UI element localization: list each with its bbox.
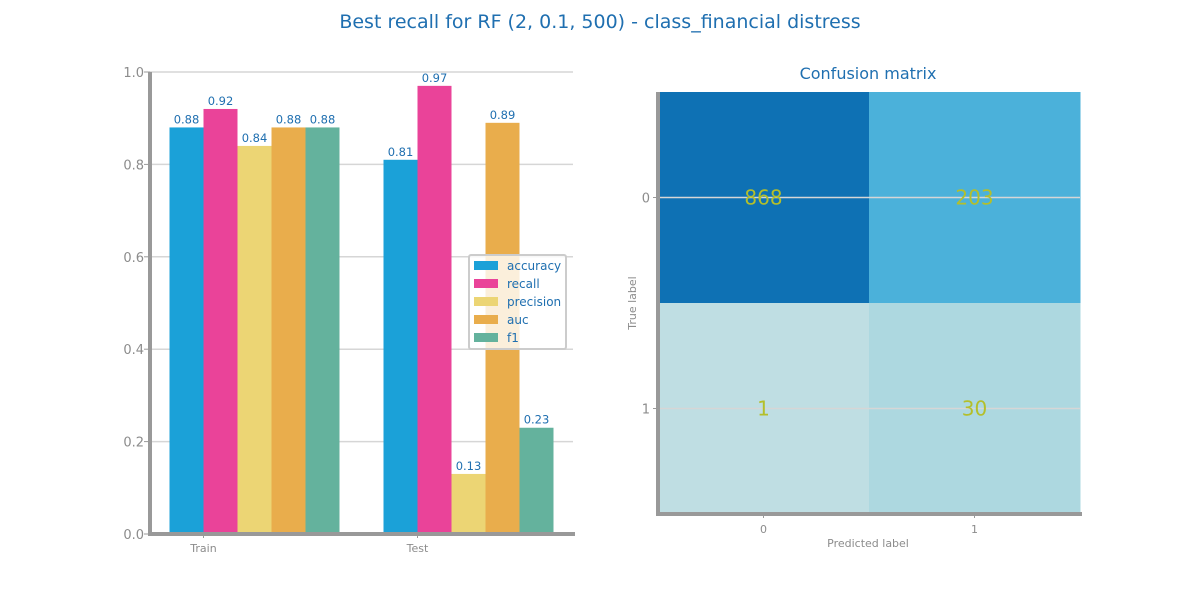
legend-label-f1: f1 (507, 331, 519, 345)
figure-title: Best recall for RF (2, 0.1, 500) - class… (339, 11, 860, 33)
y-tick-label: 0.4 (123, 343, 144, 358)
bar-accuracy-train (169, 127, 204, 534)
y-tick-label: 0.2 (123, 436, 144, 451)
y-tick-label: 0.6 (123, 251, 144, 266)
confusion-matrix-xlabel: Predicted label (827, 537, 909, 550)
legend-swatch-accuracy (474, 261, 498, 270)
bar-accuracy-test (383, 159, 418, 534)
bar-chart: 0.00.20.40.60.81.0 0.880.920.840.88 0.880… (123, 66, 575, 555)
confusion-matrix-ylabel: True label (626, 276, 639, 330)
confusion-matrix-values: 868 203 1 30 (744, 186, 993, 421)
value-label: 0.13 (456, 459, 482, 473)
bar-precision-train (237, 145, 272, 535)
bar-f1-train (305, 127, 340, 534)
cm-y-tick-label: 1 (642, 403, 650, 418)
value-label: 0.88 (174, 112, 200, 126)
bar-f1-test (519, 427, 554, 534)
bar-bars (169, 85, 554, 535)
value-label: 0.84 (242, 131, 268, 145)
y-tick-label: 0.0 (123, 528, 144, 543)
confusion-matrix-axes (656, 92, 1082, 516)
value-label: 0.97 (422, 71, 448, 85)
legend-label-recall: recall (507, 277, 540, 291)
value-label: 0.23 (524, 413, 550, 427)
x-tick-label: Test (406, 542, 429, 555)
cm-value-0-0: 868 (744, 186, 782, 210)
legend-swatch-auc (474, 315, 498, 324)
bar-precision-test (451, 473, 486, 534)
value-label: 0.81 (388, 145, 414, 159)
cm-value-1-0: 1 (757, 397, 770, 421)
bar-y-ticks: 0.0 0.2 0.4 0.6 0.8 1.0 (123, 66, 150, 543)
legend-swatch-recall (474, 279, 498, 288)
cm-x-tick-label: 1 (971, 523, 978, 536)
y-tick-label: 1.0 (123, 66, 144, 81)
bar-x-ticks: Train Test (189, 534, 429, 555)
legend-label-auc: auc (507, 313, 529, 327)
legend-box (468, 254, 567, 350)
value-label: 0.88 (310, 112, 336, 126)
cm-value-1-1: 30 (962, 397, 987, 421)
confusion-matrix-grid (658, 196, 1080, 410)
bar-axes (148, 72, 575, 536)
legend-swatch-precision (474, 297, 498, 306)
x-tick-label: Train (189, 542, 216, 555)
legend-label-precision: precision (507, 295, 561, 309)
confusion-matrix-title: Confusion matrix (800, 64, 937, 83)
confusion-matrix: Confusion matrix 868 203 1 30 0 1 0 1 Predicte… (626, 64, 1082, 550)
cm-value-0-1: 203 (955, 186, 993, 210)
value-label: 0.92 (208, 94, 234, 108)
bar-recall-test (417, 85, 452, 535)
legend-swatch-f1 (474, 333, 498, 342)
value-label: 0.88 (276, 112, 302, 126)
bar-recall-train (203, 108, 238, 535)
value-label: 0.89 (490, 108, 516, 122)
bar-value-labels: 0.88 0.92 0.84 0.88 0.88 0.81 0.97 0.13 0.89 0.23 (174, 71, 550, 473)
bar-legend: accuracy recall precision auc f1 (468, 254, 567, 350)
cm-y-tick-label: 0 (642, 192, 650, 207)
legend-label-accuracy: accuracy (507, 259, 561, 273)
cm-x-tick-label: 0 (760, 523, 767, 536)
confusion-matrix-cells (658, 92, 1081, 515)
bar-auc-train (271, 127, 306, 534)
y-tick-label: 0.8 (123, 158, 144, 173)
